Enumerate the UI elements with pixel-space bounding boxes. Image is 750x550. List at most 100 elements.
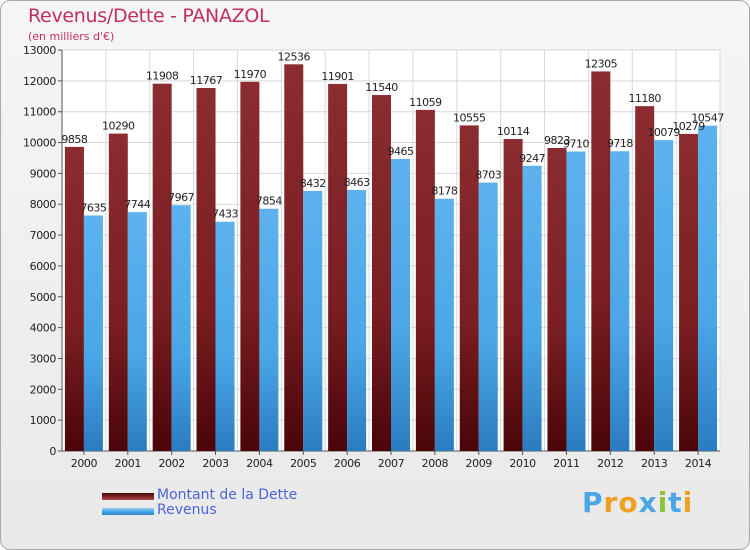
x-tick-label: 2004: [246, 457, 273, 470]
logo-letter: o: [618, 486, 639, 519]
bar-dette: [240, 81, 260, 451]
bar-dette: [64, 146, 84, 451]
x-tick-label: 2014: [685, 457, 712, 470]
bar-revenus: [522, 165, 542, 451]
y-tick-label: 8000: [30, 198, 57, 211]
x-tick-label: 2009: [466, 457, 493, 470]
data-label-dette: 11767: [190, 74, 223, 87]
bar-revenus: [391, 159, 410, 452]
data-label-revenus: 9718: [607, 137, 633, 150]
bar-dette: [503, 139, 523, 451]
logo-letter: i: [682, 486, 694, 519]
x-tick-label: 2005: [290, 457, 317, 470]
bar-revenus: [215, 221, 235, 451]
legend-label-dette: Montant de la Dette: [157, 487, 298, 503]
x-tick-label: 2008: [422, 457, 449, 470]
y-tick-label: 12000: [23, 75, 56, 88]
y-tick-label: 5000: [30, 291, 57, 304]
bar-revenus: [171, 205, 191, 451]
proxiti-logo: Proxiti: [582, 486, 693, 519]
data-label-dette: 11059: [409, 96, 442, 109]
data-label-revenus: 7854: [256, 195, 282, 208]
bar-dette: [196, 88, 216, 451]
bar-revenus: [83, 215, 103, 451]
data-label-revenus: 8703: [475, 169, 501, 182]
data-label-revenus: 7744: [124, 198, 150, 211]
data-label-dette: 11540: [365, 81, 398, 94]
logo-letter: P: [582, 486, 604, 519]
data-label-revenus: 8178: [431, 185, 457, 198]
chart-subtitle: (en milliers d'€): [28, 30, 115, 43]
bar-revenus: [478, 182, 498, 451]
y-tick-label: 7000: [30, 229, 57, 242]
x-tick-label: 2007: [378, 457, 405, 470]
x-tick-label: 2006: [334, 457, 361, 470]
bar-revenus: [127, 212, 147, 451]
data-label-revenus: 9247: [519, 152, 545, 165]
data-label-revenus: 8432: [300, 177, 326, 190]
y-tick-label: 9000: [30, 167, 57, 180]
y-tick-label: 1000: [30, 414, 57, 427]
data-label-revenus: 8463: [344, 176, 370, 189]
data-label-revenus: 10547: [691, 112, 724, 125]
y-tick-label: 13000: [23, 44, 56, 57]
data-label-dette: 11901: [321, 70, 354, 83]
data-label-revenus: 9465: [388, 145, 414, 158]
logo-letter: i: [657, 486, 669, 519]
bar-revenus: [347, 189, 367, 451]
y-tick-label: 11000: [23, 106, 56, 119]
x-tick-label: 2000: [71, 457, 98, 470]
data-label-revenus: 7433: [212, 208, 238, 221]
data-label-dette: 11970: [234, 68, 267, 81]
bar-revenus: [654, 140, 674, 451]
bar-dette: [284, 64, 304, 451]
data-label-revenus: 7635: [80, 201, 106, 214]
bar-revenus: [566, 151, 586, 452]
bar-revenus: [698, 125, 718, 451]
y-tick-label: 2000: [30, 383, 57, 396]
bar-dette: [415, 109, 435, 452]
data-label-dette: 10290: [102, 120, 135, 133]
logo-letter: x: [638, 486, 658, 519]
bar-dette: [152, 83, 172, 452]
x-tick-label: 2002: [158, 457, 184, 470]
bar-dette: [679, 133, 699, 452]
data-label-dette: 10279: [672, 120, 705, 133]
bar-revenus: [434, 198, 454, 451]
bar-dette: [459, 125, 479, 451]
data-label-dette: 12305: [585, 57, 618, 70]
data-label-revenus: 9710: [563, 137, 589, 150]
bar-dette: [591, 71, 611, 451]
data-label-dette: 9823: [544, 134, 570, 147]
y-tick-label: 4000: [30, 322, 57, 335]
data-label-dette: 12536: [278, 50, 311, 63]
data-label-dette: 10114: [497, 125, 530, 138]
bar-dette: [328, 83, 348, 451]
data-label-revenus: 10079: [647, 126, 680, 139]
legend-label-revenus: Revenus: [157, 502, 217, 518]
data-label-dette: 11180: [628, 92, 661, 105]
x-tick-label: 2010: [509, 457, 536, 470]
x-tick-label: 2012: [597, 457, 623, 470]
bar-dette: [372, 95, 391, 451]
bar-dette: [108, 133, 128, 451]
legend-swatch-revenus: [102, 508, 154, 515]
data-label-dette: 11908: [146, 70, 179, 83]
data-label-dette: 10555: [453, 111, 486, 124]
y-tick-label: 0: [49, 445, 56, 458]
bar-revenus: [303, 190, 323, 452]
y-tick-label: 3000: [30, 352, 57, 365]
x-tick-label: 2013: [641, 457, 668, 470]
y-tick-label: 6000: [30, 260, 57, 273]
logo-letter: r: [603, 486, 619, 519]
y-tick-label: 10000: [23, 137, 56, 150]
bar-revenus: [259, 208, 279, 451]
chart-title: Revenus/Dette - PANAZOL: [28, 5, 270, 27]
bar-dette: [547, 147, 567, 451]
x-tick-label: 2011: [553, 457, 579, 470]
data-label-dette: 9858: [61, 133, 87, 146]
x-tick-label: 2003: [202, 457, 229, 470]
bar-dette: [635, 106, 655, 451]
